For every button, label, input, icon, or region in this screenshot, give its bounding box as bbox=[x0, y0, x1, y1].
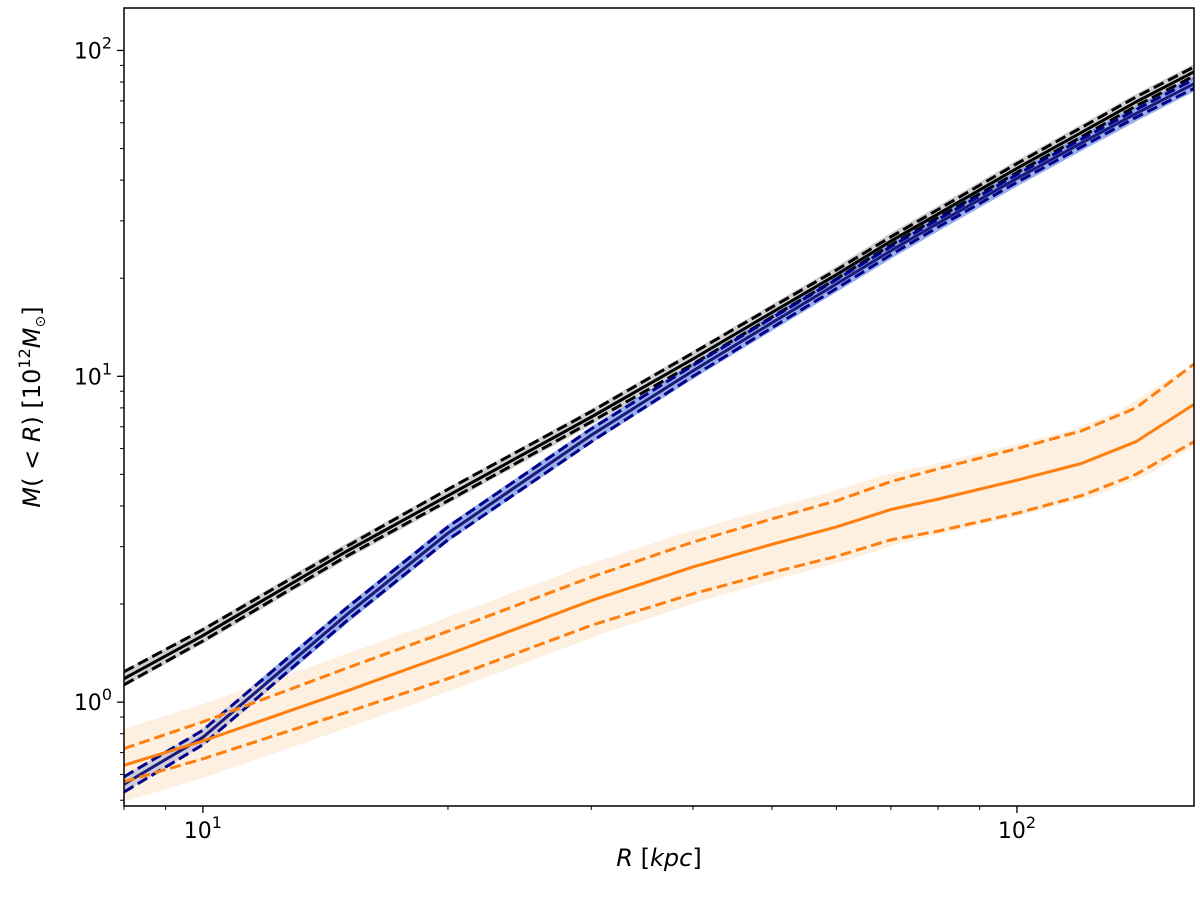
series-dashed-line-5 bbox=[124, 87, 1194, 794]
y-tick-label: 100 bbox=[74, 685, 112, 716]
x-tick-label: 102 bbox=[998, 813, 1036, 844]
series-line-0 bbox=[124, 70, 1194, 681]
uncertainty-bands bbox=[124, 64, 1194, 801]
y-tick-label: 101 bbox=[74, 359, 112, 390]
axis-ticks: 101 102 100 101 102 bbox=[74, 33, 1036, 844]
y-axis-title: M( < R) [1012M⊙] bbox=[15, 306, 49, 507]
series-dashed-line-8 bbox=[124, 440, 1194, 784]
series-dashed-line-1 bbox=[124, 65, 1194, 674]
x-tick-label: 101 bbox=[184, 813, 222, 844]
y-tick-label: 102 bbox=[74, 33, 112, 64]
x-axis-title: R [kpc] bbox=[616, 844, 701, 872]
series-line-3 bbox=[124, 82, 1194, 786]
plot-frame bbox=[123, 7, 1195, 807]
series-dashed-line-7 bbox=[124, 362, 1194, 751]
series-dashed-line-4 bbox=[124, 78, 1194, 779]
series-line-6 bbox=[124, 403, 1194, 767]
series-dashed-line-2 bbox=[124, 74, 1194, 687]
series-lines bbox=[124, 65, 1194, 794]
